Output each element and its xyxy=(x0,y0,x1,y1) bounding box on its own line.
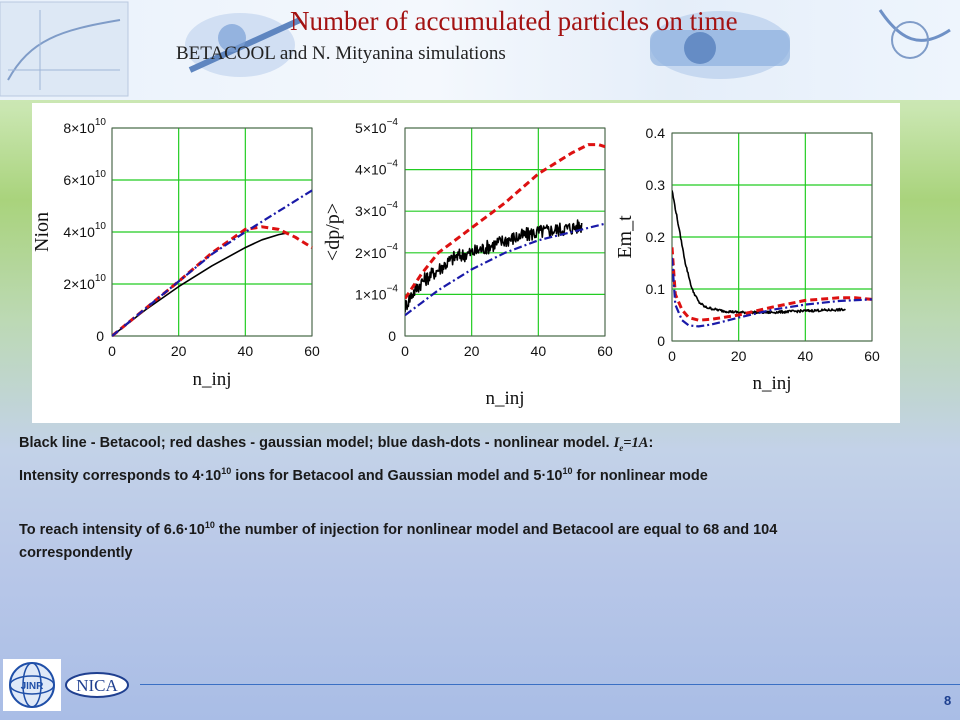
intensity-text-a: Intensity corresponds to 4·10 xyxy=(19,467,222,484)
slide-title: Number of accumulated particles on time xyxy=(290,6,738,36)
x-tick-label: 0 xyxy=(401,343,409,359)
injections-text-a: To reach intensity of 6.6·10 xyxy=(19,521,205,538)
electron-current-symbol: Ie=1A xyxy=(613,435,649,453)
nica-logo-text: NICA xyxy=(76,676,118,695)
x-axis-label: n_inj xyxy=(485,388,524,409)
caption-line-intensity: Intensity corresponds to 4·1010 ions for… xyxy=(19,460,959,488)
y-tick-label: 4×1010 xyxy=(63,221,106,240)
series-betacool-line xyxy=(112,232,286,337)
y-tick-label: 0 xyxy=(388,328,396,344)
series-gaussian-line xyxy=(672,247,873,322)
footer-divider xyxy=(140,684,960,685)
chart-1: 0 20 40 60 0 2×1010 4×1010 6×1010 8×1010 n_inj Nio… xyxy=(32,117,320,390)
y-tick-label: 0 xyxy=(96,328,104,344)
y-tick-label: 8×1010 xyxy=(63,117,106,136)
slide-subtitle: BETACOOL and N. Mityanina simulations xyxy=(176,43,506,64)
caption-line-correspondently: correspondently xyxy=(19,544,133,561)
injections-exponent: 10 xyxy=(204,519,215,530)
intensity-text-b: ions for Betacool and Gaussian model and… xyxy=(231,467,563,484)
caption-line-injections: To reach intensity of 6.6·1010 the numbe… xyxy=(19,514,959,542)
current-subscript: e xyxy=(619,442,624,453)
x-tick-label: 0 xyxy=(668,348,676,364)
plot-frame xyxy=(404,127,606,337)
y-tick-label: 1×10−4 xyxy=(355,283,398,302)
banner-illustrations xyxy=(0,1,951,97)
header-banner: Number of accumulated particles on time … xyxy=(0,0,960,100)
x-tick-label: 40 xyxy=(798,348,814,364)
nica-logo: NICA xyxy=(65,672,129,698)
charts-figure: 0 20 40 60 0 2×1010 4×1010 6×1010 8×1010 n_inj Nio… xyxy=(32,117,880,409)
chart-2: 0 20 40 60 0 1×10−4 2×10−4 3×10−4 4×10−4 5×10−4 n_… xyxy=(322,117,613,409)
series-gaussian-line xyxy=(112,225,313,338)
y-tick-label: 0 xyxy=(657,333,665,349)
y-tick-label: 5×10−4 xyxy=(355,117,398,136)
series-nonlinear-line xyxy=(112,189,313,337)
intensity-text-c: for nonlinear mode xyxy=(572,467,708,484)
y-tick-label: 4×10−4 xyxy=(355,159,398,178)
x-axis-label: n_inj xyxy=(192,369,231,390)
x-tick-label: 40 xyxy=(238,343,254,359)
current-value: =1A xyxy=(623,435,649,451)
y-tick-label: 0.2 xyxy=(646,229,666,245)
y-tick-label: 0.4 xyxy=(646,125,666,141)
series-nonlinear-line xyxy=(672,257,873,328)
plot-frame xyxy=(671,132,873,342)
y-axis-label: <dp/p> xyxy=(322,203,344,261)
jinr-logo: JINR xyxy=(3,659,61,711)
legend-text: Black line - Betacool; red dashes - gaus… xyxy=(19,435,614,451)
injections-text-b: the number of injection for nonlinear mo… xyxy=(214,521,778,538)
x-tick-label: 60 xyxy=(304,343,320,359)
page-number: 8 xyxy=(944,693,952,708)
current-letter: I xyxy=(613,435,620,451)
x-axis-label: n_inj xyxy=(752,373,791,394)
y-tick-label: 0.1 xyxy=(646,281,666,297)
y-axis-label: Nion xyxy=(32,212,53,252)
caption: Black line - Betacool; red dashes - gaus… xyxy=(19,432,959,565)
y-tick-label: 6×1010 xyxy=(63,169,106,188)
caption-gap xyxy=(19,488,959,514)
x-tick-label: 20 xyxy=(731,348,747,364)
caption-line-legend: Black line - Betacool; red dashes - gaus… xyxy=(19,432,959,460)
x-tick-label: 0 xyxy=(108,343,116,359)
y-tick-label: 2×1010 xyxy=(63,273,106,292)
series-betacool-line xyxy=(672,190,846,315)
series-gaussian-line xyxy=(405,143,606,300)
chart-panel: 0 20 40 60 0 2×1010 4×1010 6×1010 8×1010 n_inj Nio… xyxy=(32,103,900,423)
x-tick-label: 20 xyxy=(464,343,480,359)
legend-colon: : xyxy=(648,435,654,451)
intensity-exponent-2: 10 xyxy=(562,465,573,476)
chart-3: 0 20 40 60 0 0.1 0.2 0.3 0.4 n_inj Em_t xyxy=(614,125,880,394)
y-tick-label: 3×10−4 xyxy=(355,200,398,219)
series-nonlinear-line xyxy=(405,222,606,317)
x-tick-label: 60 xyxy=(864,348,880,364)
y-tick-label: 2×10−4 xyxy=(355,242,398,261)
intensity-exponent-1: 10 xyxy=(221,465,232,476)
plot-frame xyxy=(111,127,313,337)
y-tick-label: 0.3 xyxy=(646,177,666,193)
x-tick-label: 40 xyxy=(531,343,547,359)
series-betacool-line xyxy=(405,219,583,313)
jinr-logo-text: JINR xyxy=(21,681,45,692)
x-tick-label: 20 xyxy=(171,343,187,359)
x-tick-label: 60 xyxy=(597,343,613,359)
y-axis-label: Em_t xyxy=(614,215,636,259)
